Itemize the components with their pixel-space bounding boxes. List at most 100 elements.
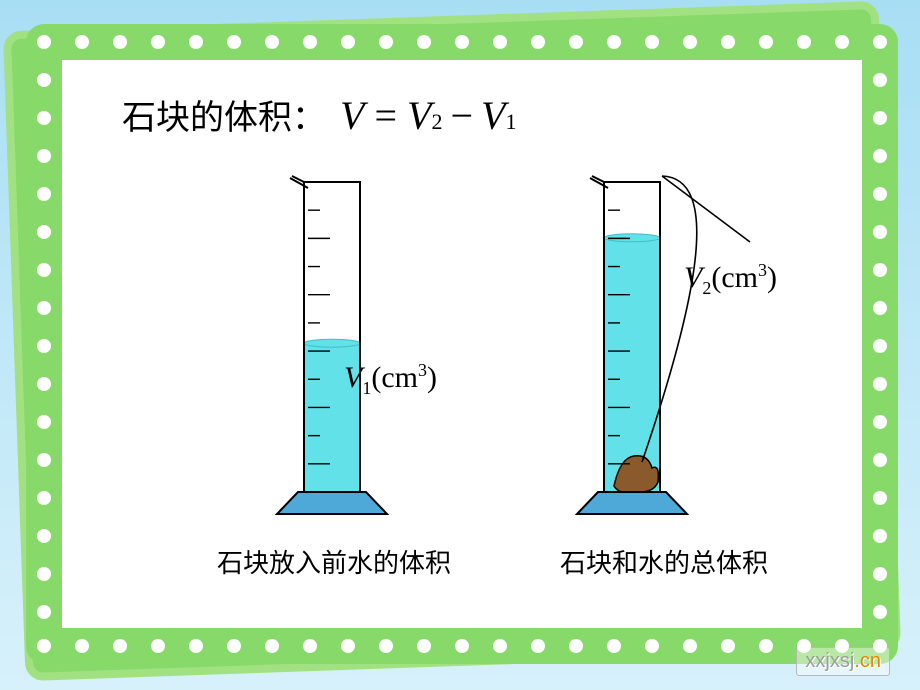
cylinder-right-wrap: V2(cm3) 石块和水的总体积 [534,170,794,580]
caption-right: 石块和水的总体积 [534,543,794,580]
v1-sub: 1 [362,378,371,398]
title-line: 石块的体积： V = V2 − V1 [122,90,516,139]
border-dot [873,453,887,467]
border-dot [341,35,355,49]
formula-sub1: 1 [505,109,516,135]
v2-unit: (cm [711,261,758,294]
border-dot [379,639,393,653]
border-dot [455,35,469,49]
border-dot [303,35,317,49]
border-dot [37,187,51,201]
border-dot [37,377,51,391]
border-dot [151,639,165,653]
border-dot [265,35,279,49]
v1-unit: (cm [371,361,418,394]
border-dot [873,491,887,505]
border-dot [417,639,431,653]
border-dot [873,529,887,543]
border-dot [569,639,583,653]
v2-sub: 2 [702,278,711,298]
border-dot [37,73,51,87]
label-v1: V1(cm3) [344,360,437,399]
border-dot [37,225,51,239]
v1-sup: 3 [418,360,427,380]
border-dot [683,35,697,49]
border-dot [37,263,51,277]
v1-close: ) [427,361,437,394]
border-dot [607,639,621,653]
border-dot [37,415,51,429]
content-area: 石块的体积： V = V2 − V1 V1(cm3) 石块放入前水的体积 [64,60,864,630]
border-dot [873,377,887,391]
cylinder-right-svg [564,170,764,530]
border-dot [379,35,393,49]
v2-symbol: V [684,261,702,294]
border-dot [151,35,165,49]
border-dot [37,639,51,653]
border-dot [37,35,51,49]
formula-v: V [340,92,364,139]
cylinder-left-wrap: V1(cm3) 石块放入前水的体积 [204,170,464,580]
border-dot [835,639,849,653]
border-dot [873,605,887,619]
formula-v2: V [407,92,431,139]
border-dot [531,639,545,653]
title-text: 石块的体积： [122,90,326,139]
border-dot [37,567,51,581]
border-dot [227,639,241,653]
border-dot [493,639,507,653]
border-dot [873,639,887,653]
border-dot [37,301,51,315]
border-dot [759,35,773,49]
border-dot [37,605,51,619]
border-dot [265,639,279,653]
border-dot [37,339,51,353]
border-dot [873,567,887,581]
border-dot [189,35,203,49]
label-v2: V2(cm3) [684,260,777,299]
border-dot [797,639,811,653]
volume-formula: V = V2 − V1 [340,92,516,139]
border-dot [227,35,241,49]
border-dot [835,35,849,49]
border-dot [455,639,469,653]
diagram-area: V1(cm3) 石块放入前水的体积 V2(cm3) 石块和水的总体积 [64,170,864,600]
border-dot [797,35,811,49]
border-dot [531,35,545,49]
border-dot [189,639,203,653]
border-dot [645,35,659,49]
border-dot [303,639,317,653]
border-dot [645,639,659,653]
v1-symbol: V [344,361,362,394]
border-dot [873,339,887,353]
cylinder-left-svg [264,170,404,530]
border-dot [873,149,887,163]
border-dot [37,453,51,467]
border-dot [873,111,887,125]
border-dot [759,639,773,653]
border-dot [417,35,431,49]
v2-close: ) [767,261,777,294]
border-dot [113,35,127,49]
formula-eq: = [374,92,397,139]
border-dot [37,111,51,125]
formula-sub2: 2 [431,109,442,135]
border-dot [113,639,127,653]
border-dot [493,35,507,49]
watermark-main: xxjxsj [805,650,854,672]
border-dot [873,225,887,239]
border-dot [37,491,51,505]
caption-left: 石块放入前水的体积 [204,543,464,580]
border-dot [873,73,887,87]
formula-v1: V [481,92,505,139]
border-dot [873,187,887,201]
border-dot [75,35,89,49]
border-dot [569,35,583,49]
border-dot [721,35,735,49]
border-dot [37,529,51,543]
v2-sup: 3 [758,260,767,280]
border-dot [873,263,887,277]
border-dot [341,639,355,653]
border-dot [683,639,697,653]
border-dot [75,639,89,653]
